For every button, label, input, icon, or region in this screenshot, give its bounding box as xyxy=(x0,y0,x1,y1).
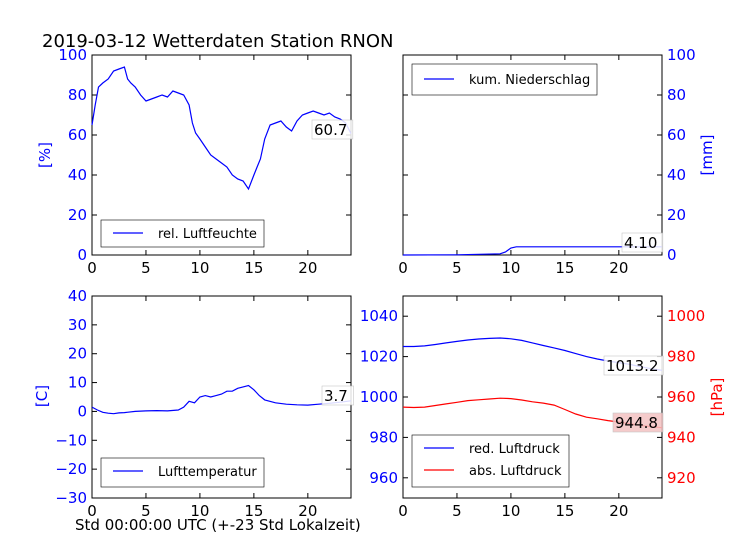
y-tick-label: 30 xyxy=(68,316,87,334)
legend-label: red. Luftdruck xyxy=(469,442,560,457)
x-tick-label: 5 xyxy=(141,502,151,520)
last-value-label: 60.7 xyxy=(314,121,347,139)
y-axis-label: [%] xyxy=(36,142,54,168)
value-label-box xyxy=(621,232,664,253)
y-tick-label-right: 1000 xyxy=(667,307,705,325)
x-tick-label: 0 xyxy=(87,259,97,277)
y-tick-label: 0 xyxy=(77,246,87,264)
last-value-label: 4.10 xyxy=(624,234,657,252)
x-tick-label: 0 xyxy=(87,502,97,520)
y-tick-label: 1000 xyxy=(360,388,398,406)
last-value-label: 944.8 xyxy=(615,414,658,432)
series-line xyxy=(91,66,352,191)
y-tick-label: 100 xyxy=(58,46,87,64)
y-axis-label: [hPa] xyxy=(708,378,726,417)
x-tick-label: 10 xyxy=(501,259,520,277)
chart-panel-1: 0 5 10 15 20 0 20 40 60 80 100 [%] rel. Luftfeuchte 6… xyxy=(36,46,354,277)
value-label-box xyxy=(321,385,354,406)
legend-label: kum. Niederschlag xyxy=(469,73,590,88)
x-tick-label: 5 xyxy=(141,259,151,277)
y-tick-label: 60 xyxy=(667,126,686,144)
x-axis-caption: Std 00:00:00 UTC (+-23 Std Lokalzeit) xyxy=(75,516,361,534)
y-tick-label-right: 960 xyxy=(667,388,696,406)
legend-label: Lufttemperatur xyxy=(158,465,257,480)
x-tick-label: 15 xyxy=(555,259,574,277)
series-line xyxy=(402,246,662,256)
y-tick-label: 80 xyxy=(667,86,686,104)
value-label-box xyxy=(603,355,664,376)
chart-panel-3: 0 5 10 15 20 −30 −20 −10 0 10 20 30 40 [C] Lufttempera… xyxy=(33,287,354,520)
y-tick-label: −30 xyxy=(55,489,87,507)
last-value-label: 1013.2 xyxy=(606,357,659,375)
x-tick-label: 15 xyxy=(244,259,263,277)
value-label-box xyxy=(311,119,354,140)
figure-title: 2019-03-12 Wetterdaten Station RNON xyxy=(42,31,394,52)
legend-box xyxy=(100,457,265,488)
y-tick-label: 960 xyxy=(369,469,398,487)
value-label-box xyxy=(612,412,664,433)
x-tick-label: 10 xyxy=(501,502,520,520)
y-tick-label: 1020 xyxy=(360,348,398,366)
y-axis-label: [mm] xyxy=(698,135,716,176)
x-tick-label: 15 xyxy=(555,502,574,520)
plot-frame xyxy=(91,54,352,256)
x-tick-label: 15 xyxy=(244,502,263,520)
y-tick-label: 20 xyxy=(68,206,87,224)
y-tick-label: 80 xyxy=(68,86,87,104)
y-tick-label: 10 xyxy=(68,374,87,392)
x-tick-label: 20 xyxy=(298,502,317,520)
legend-label: rel. Luftfeuchte xyxy=(158,227,257,242)
y-tick-label: 100 xyxy=(667,46,696,64)
y-tick-label: 40 xyxy=(68,166,87,184)
plot-frame xyxy=(402,54,663,256)
y-tick-label: 980 xyxy=(369,428,398,446)
y-tick-label-right: 940 xyxy=(667,428,696,446)
y-tick-label: 20 xyxy=(68,345,87,363)
y-axis-label: [C] xyxy=(33,385,51,407)
x-tick-label: 5 xyxy=(452,259,462,277)
x-tick-label: 20 xyxy=(609,502,628,520)
y-tick-label: 40 xyxy=(68,287,87,305)
chart-panel-4: 0 5 10 15 20 960 980 1000 1020 1040 920 940 960 980 10… xyxy=(360,295,726,520)
legend-label: abs. Luftdruck xyxy=(469,464,562,479)
y-tick-label: −10 xyxy=(55,431,87,449)
y-tick-label-right: 980 xyxy=(667,348,696,366)
y-tick-label: 1040 xyxy=(360,307,398,325)
x-tick-label: 20 xyxy=(609,259,628,277)
y-tick-label-right: 920 xyxy=(667,469,696,487)
series-line xyxy=(91,384,352,415)
last-value-label: 3.7 xyxy=(324,387,348,405)
y-tick-label: 0 xyxy=(667,246,677,264)
y-tick-label: 40 xyxy=(667,166,686,184)
x-tick-label: 10 xyxy=(190,259,209,277)
x-tick-label: 0 xyxy=(398,502,408,520)
y-tick-label: 20 xyxy=(667,206,686,224)
x-tick-label: 5 xyxy=(452,502,462,520)
y-tick-label: 0 xyxy=(77,402,87,420)
x-tick-label: 10 xyxy=(190,502,209,520)
y-tick-label: −20 xyxy=(55,460,87,478)
x-tick-label: 0 xyxy=(398,259,408,277)
y-tick-label: 60 xyxy=(68,126,87,144)
legend-box xyxy=(411,434,570,488)
x-tick-label: 20 xyxy=(298,259,317,277)
chart-panel-2: 0 5 10 15 20 0 20 40 60 80 100 [mm] kum. Niederschla… xyxy=(398,46,716,277)
